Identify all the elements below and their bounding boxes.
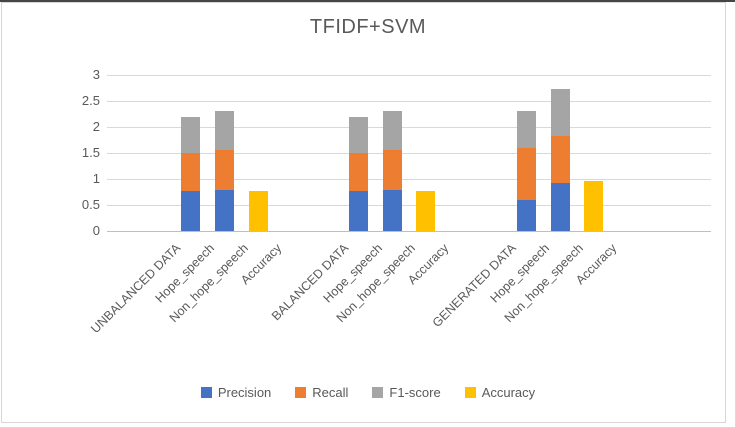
legend-label: F1-score bbox=[389, 385, 441, 400]
y-tick-label: 0 bbox=[92, 223, 100, 238]
gridline bbox=[107, 75, 711, 76]
bar-segment-recall bbox=[551, 135, 570, 184]
bar-segment-f1-score bbox=[551, 89, 570, 136]
bar-segment-recall bbox=[517, 147, 536, 200]
bar-segment-precision bbox=[181, 191, 200, 231]
bar-segment-recall bbox=[181, 153, 200, 192]
bar-segment-recall bbox=[383, 150, 402, 191]
bar-segment-precision bbox=[383, 190, 402, 231]
bar-segment-recall bbox=[215, 150, 234, 191]
gridline bbox=[107, 153, 711, 154]
y-tick-label: 2.5 bbox=[81, 93, 100, 108]
bar-segment-accuracy bbox=[249, 190, 268, 231]
y-tick-label: 1.5 bbox=[81, 145, 100, 160]
chart-legend: Precision Recall F1-score Accuracy bbox=[0, 385, 735, 400]
bar-segment-precision bbox=[551, 183, 570, 231]
chart-title: TFIDF+SVM bbox=[309, 16, 427, 38]
bar-segment-f1-score bbox=[517, 111, 536, 148]
legend-item-recall: Recall bbox=[295, 385, 348, 400]
y-tick-label: 3 bbox=[92, 67, 100, 82]
bar-segment-f1-score bbox=[383, 111, 402, 151]
legend-swatch-icon bbox=[200, 387, 212, 398]
legend-label: Accuracy bbox=[481, 385, 536, 400]
legend-swatch-icon bbox=[372, 387, 384, 398]
bar-segment-f1-score bbox=[181, 116, 200, 153]
legend-swatch-icon bbox=[295, 387, 307, 398]
gridline bbox=[107, 179, 711, 180]
bar-segment-precision bbox=[215, 190, 234, 231]
y-tick-label: 0.5 bbox=[81, 197, 100, 212]
gridline bbox=[107, 101, 711, 102]
legend-label: Precision bbox=[217, 385, 272, 400]
window-top-edge bbox=[0, 0, 735, 2]
bar-segment-recall bbox=[349, 153, 368, 192]
bar-segment-accuracy bbox=[584, 181, 603, 231]
bar-segment-f1-score bbox=[349, 116, 368, 153]
x-axis-line bbox=[107, 231, 711, 232]
bar-segment-accuracy bbox=[416, 190, 435, 231]
legend-item-precision: Precision bbox=[200, 385, 272, 400]
legend-label: Recall bbox=[312, 385, 349, 400]
bar-segment-f1-score bbox=[215, 110, 234, 151]
legend-swatch-icon bbox=[464, 387, 476, 398]
legend-item-f1-score: F1-score bbox=[372, 385, 441, 400]
y-tick-label: 2 bbox=[92, 119, 100, 134]
legend-item-accuracy: Accuracy bbox=[464, 385, 536, 400]
y-tick-label: 1 bbox=[92, 171, 100, 186]
bar-segment-precision bbox=[517, 199, 536, 231]
gridline bbox=[107, 127, 711, 128]
gridline bbox=[107, 205, 711, 206]
bar-segment-precision bbox=[349, 191, 368, 231]
